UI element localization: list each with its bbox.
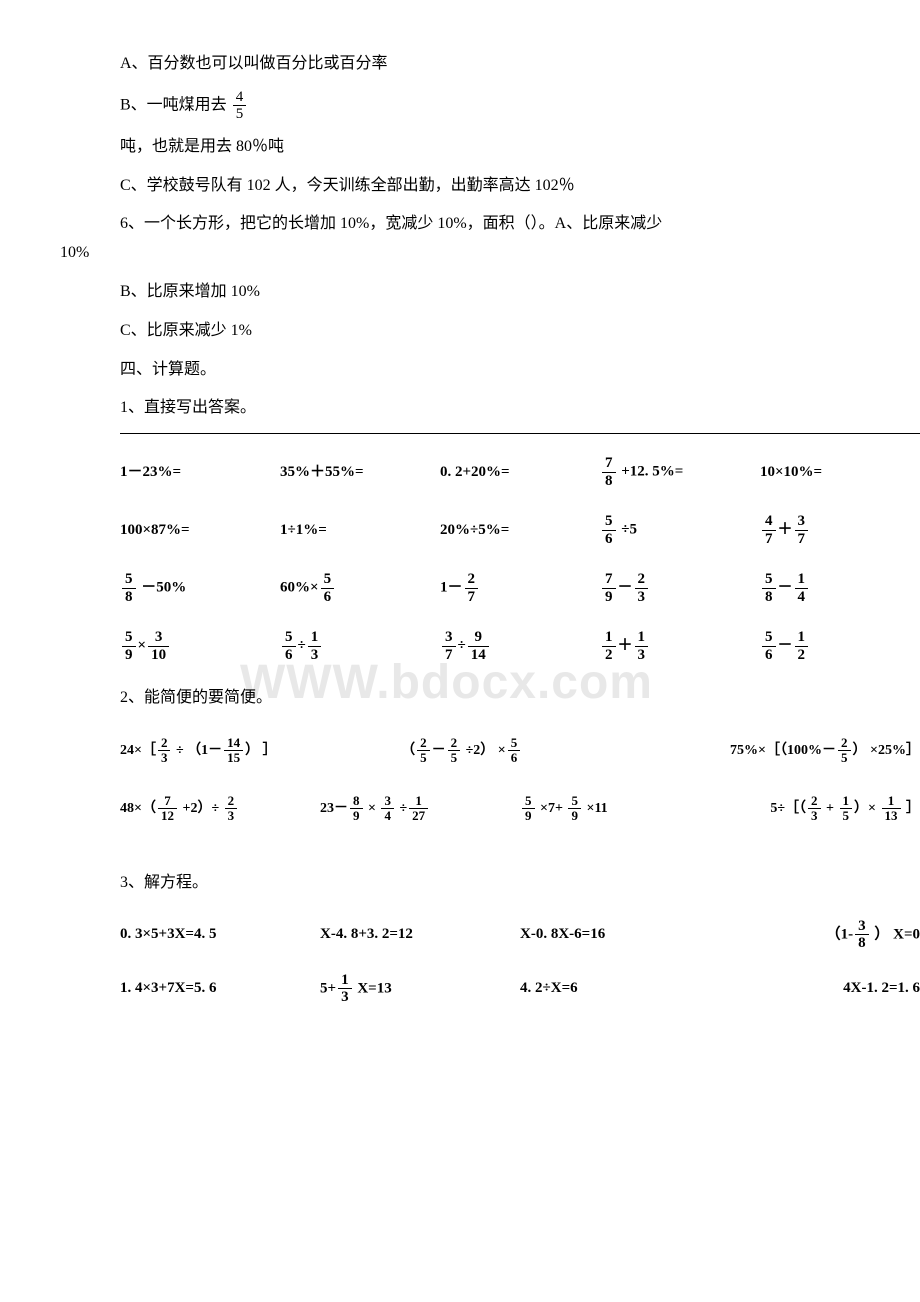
calc-cell: 12＋13 xyxy=(600,629,760,663)
calc-cell: 5÷［（23 + 15）× 113 ］ xyxy=(720,794,920,824)
calc-row: 59×310 56÷13 37÷914 12＋13 56－12 xyxy=(120,626,920,666)
eq-cell: （1-38 ） X=0 xyxy=(720,918,920,952)
calc-table-2: 24×［23 ÷ （1－1415） ］ （25－25 ÷2） ×56 75%×［… xyxy=(120,731,920,829)
calc-cell: 35%＋55%= xyxy=(280,459,440,486)
calc-cell: （25－25 ÷2） ×56 xyxy=(401,736,617,766)
eq-cell: 4X-1. 2=1. 6 xyxy=(720,975,920,1002)
calc-row: 58 －50% 60%×56 1－27 79－23 58－14 xyxy=(120,568,920,608)
q2-heading: 2、能简便的要简便。 xyxy=(120,684,860,713)
question-6: 6、一个长方形，把它的长增加 10%，宽减少 10%，面积（）。A、比原来减少 … xyxy=(60,210,860,268)
calc-cell: 56 ÷5 xyxy=(600,513,760,547)
calc-row: 24×［23 ÷ （1－1415） ］ （25－25 ÷2） ×56 75%×［… xyxy=(120,731,920,771)
option-a: A、百分数也可以叫做百分比或百分率 xyxy=(120,50,860,79)
calc-cell: 48×（712 +2）÷ 23 xyxy=(120,794,320,824)
calc-cell: 78 +12. 5%= xyxy=(600,455,760,489)
calc-cell: 59×310 xyxy=(120,629,280,663)
eq-cell: 5+13 X=13 xyxy=(320,972,520,1006)
calc-cell: 59 ×7+ 59 ×11 xyxy=(520,794,720,824)
calc-table-1: 1－23%= 35%＋55%= 0. 2+20%= 78 +12. 5%= 10… xyxy=(120,452,920,666)
q6-text: 6、一个长方形，把它的长增加 10%，宽减少 10%，面积（）。A、比原来减少 xyxy=(120,215,662,232)
calc-cell: 37÷914 xyxy=(440,629,600,663)
calc-cell: 1－23%= xyxy=(120,459,280,486)
calc-cell: 79－23 xyxy=(600,571,760,605)
calc-cell: 56÷13 xyxy=(280,629,440,663)
calc-cell: 24×［23 ÷ （1－1415） ］ xyxy=(120,736,401,766)
calc-cell: 100×87%= xyxy=(120,517,280,544)
eq-cell: 1. 4×3+7X=5. 6 xyxy=(120,975,320,1002)
eq-row: 0. 3×5+3X=4. 5 X-4. 8+3. 2=12 X-0. 8X-6=… xyxy=(120,918,920,952)
option-b: B、一吨煤用去 45 xyxy=(120,89,860,123)
calc-cell: 10×10%= xyxy=(760,459,920,486)
eq-cell: X-0. 8X-6=16 xyxy=(520,921,720,948)
option-b-cont: 吨，也就是用去 80％吨 xyxy=(120,133,860,162)
calc-cell: 0. 2+20%= xyxy=(440,459,600,486)
equation-table: 0. 3×5+3X=4. 5 X-4. 8+3. 2=12 X-0. 8X-6=… xyxy=(120,918,920,1006)
option-b-prefix: B、一吨煤用去 xyxy=(120,96,227,113)
q1-heading: 1、直接写出答案。 xyxy=(120,394,860,423)
q6-option-c: C、比原来减少 1% xyxy=(120,317,860,346)
calc-cell: 58 －50% xyxy=(120,571,280,605)
calc-cell: 60%×56 xyxy=(280,571,440,605)
eq-cell: X-4. 8+3. 2=12 xyxy=(320,921,520,948)
eq-row: 1. 4×3+7X=5. 6 5+13 X=13 4. 2÷X=6 4X-1. … xyxy=(120,972,920,1006)
calc-row: 100×87%= 1÷1%= 20%÷5%= 56 ÷5 47＋37 xyxy=(120,510,920,550)
q3-heading: 3、解方程。 xyxy=(120,869,860,898)
fraction: 45 xyxy=(233,89,247,123)
calc-cell: 56－12 xyxy=(760,629,920,663)
calc-row: 1－23%= 35%＋55%= 0. 2+20%= 78 +12. 5%= 10… xyxy=(120,452,920,492)
q6-option-b: B、比原来增加 10% xyxy=(120,278,860,307)
eq-cell: 4. 2÷X=6 xyxy=(520,975,720,1002)
divider xyxy=(120,433,920,434)
calc-cell: 1÷1%= xyxy=(280,517,440,544)
section-4-heading: 四、计算题。 xyxy=(120,356,860,385)
option-c: C、学校鼓号队有 102 人，今天训练全部出勤，出勤率高达 102％ xyxy=(120,172,860,201)
calc-cell: 1－27 xyxy=(440,571,600,605)
calc-cell: 23－89 × 34 ÷127 xyxy=(320,794,520,824)
q6-text-cont: 10% xyxy=(60,244,89,261)
calc-cell: 47＋37 xyxy=(760,513,920,547)
calc-row: 48×（712 +2）÷ 23 23－89 × 34 ÷127 59 ×7+ 5… xyxy=(120,789,920,829)
calc-cell: 75%×［（100%－25） ×25%］ xyxy=(617,736,920,766)
calc-cell: 58－14 xyxy=(760,571,920,605)
calc-cell: 20%÷5%= xyxy=(440,517,600,544)
eq-cell: 0. 3×5+3X=4. 5 xyxy=(120,921,320,948)
